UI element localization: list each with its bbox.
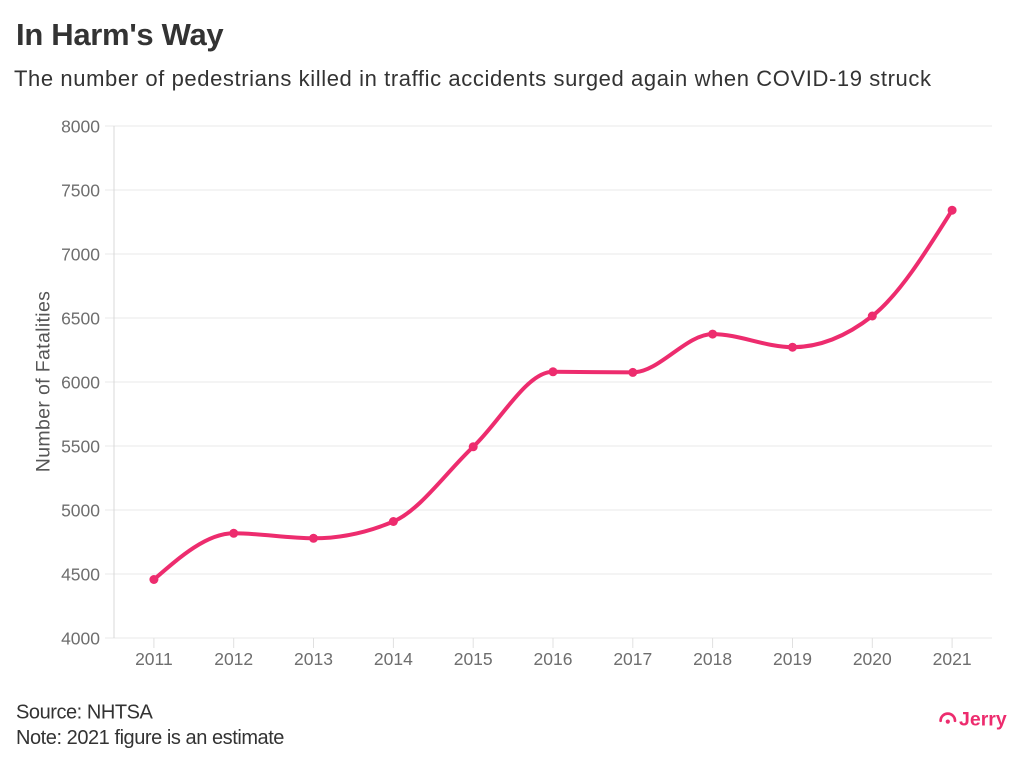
svg-text:2021: 2021 [933, 649, 972, 669]
svg-text:Source: NHTSA: Source: NHTSA [16, 702, 154, 724]
svg-text:2014: 2014 [374, 649, 413, 669]
svg-text:5000: 5000 [61, 500, 100, 520]
svg-text:2015: 2015 [454, 649, 493, 669]
svg-text:2020: 2020 [853, 649, 892, 669]
svg-text:2016: 2016 [534, 649, 573, 669]
svg-text:7500: 7500 [61, 180, 100, 200]
svg-text:2018: 2018 [693, 649, 732, 669]
svg-text:6500: 6500 [61, 308, 100, 328]
svg-text:7000: 7000 [61, 244, 100, 264]
svg-text:In Harm's Way: In Harm's Way [16, 17, 224, 52]
svg-text:Note: 2021 figure is an estima: Note: 2021 figure is an estimate [16, 727, 284, 749]
svg-text:5500: 5500 [61, 436, 100, 456]
svg-text:4000: 4000 [61, 628, 100, 648]
svg-text:2011: 2011 [135, 649, 173, 669]
svg-text:8000: 8000 [61, 116, 100, 136]
svg-text:Number of Fatalities: Number of Fatalities [33, 291, 55, 472]
svg-text:2019: 2019 [773, 649, 812, 669]
svg-text:Jerry: Jerry [959, 709, 1007, 731]
svg-text:2017: 2017 [613, 649, 652, 669]
svg-text:6000: 6000 [61, 372, 100, 392]
svg-text:The number of pedestrians kill: The number of pedestrians killed in traf… [14, 66, 932, 91]
svg-text:2013: 2013 [294, 649, 333, 669]
svg-text:4500: 4500 [61, 564, 100, 584]
svg-text:2012: 2012 [214, 649, 253, 669]
